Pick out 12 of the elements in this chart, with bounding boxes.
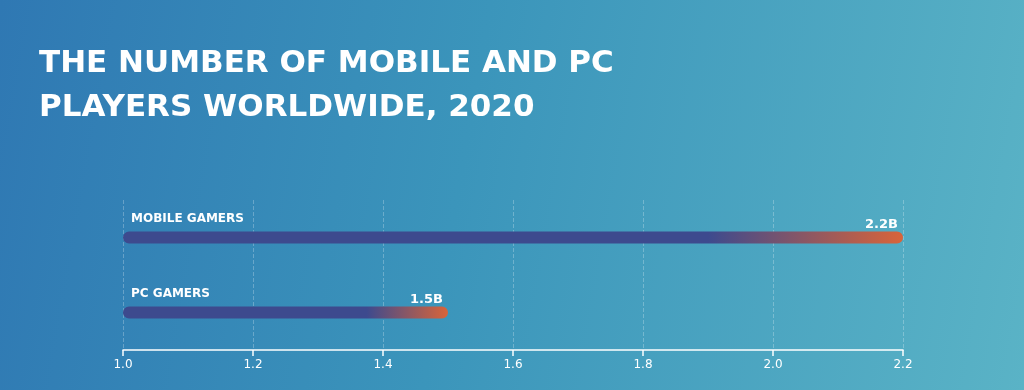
data-label: 2.2B: [865, 216, 898, 231]
y-tick-label: MOBILE GAMERS: [131, 210, 244, 225]
x-tick-label: 2.0: [763, 357, 783, 371]
x-tick-label: 2.2: [893, 357, 913, 371]
x-tick-label: 1.6: [503, 357, 523, 371]
y-tick-label: PC GAMERS: [131, 285, 210, 300]
data-label: 1.5B: [410, 291, 443, 306]
x-tick-label: 1.8: [633, 357, 653, 371]
x-tick-label: 1.2: [243, 357, 263, 371]
x-tick-label: 1.0: [113, 357, 133, 371]
chart-title: THE NUMBER OF MOBILE AND PC PLAYERS WORLDWIDE, 2020: [39, 43, 625, 123]
x-tick-label: 1.4: [373, 357, 393, 371]
